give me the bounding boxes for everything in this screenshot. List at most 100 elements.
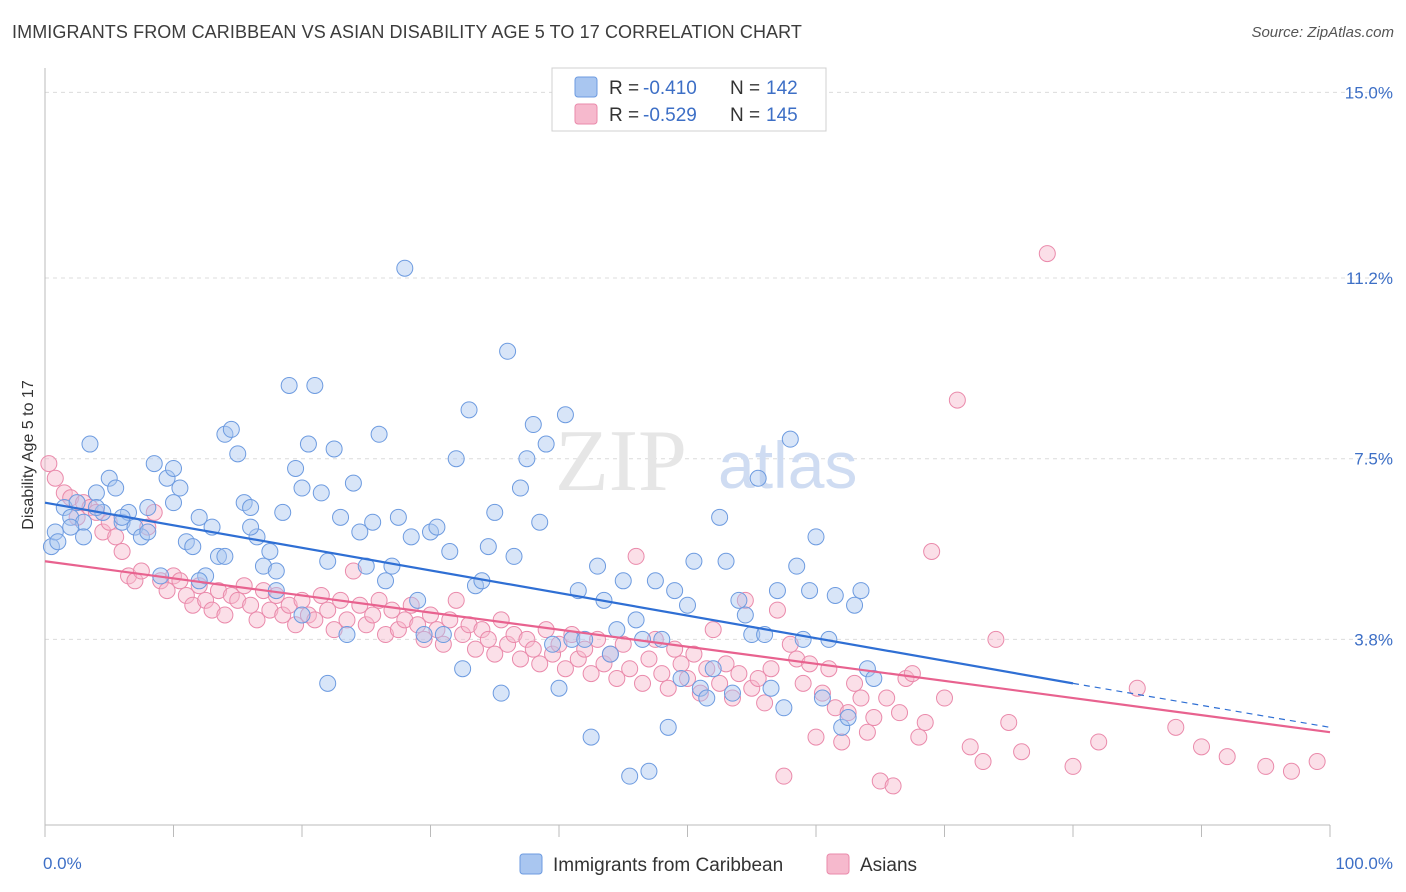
asians-point [634, 674, 652, 692]
caribbean-point [762, 679, 780, 697]
asians-point [319, 601, 337, 619]
caribbean-point [145, 455, 163, 473]
asians-point [1128, 679, 1146, 697]
caribbean-point [518, 450, 536, 468]
asians-point [865, 709, 883, 727]
asians-point [768, 601, 786, 619]
asians-point [377, 626, 395, 644]
asians-trend-line [44, 560, 1331, 734]
asians-point [479, 630, 497, 648]
caribbean-point [364, 513, 382, 531]
caribbean-point [833, 718, 851, 736]
asians-point [807, 728, 825, 746]
caribbean-point [589, 557, 607, 575]
caribbean-point [511, 479, 529, 497]
caribbean-point [704, 660, 722, 678]
caribbean-point [428, 518, 446, 536]
asians-point [833, 733, 851, 751]
caribbean-point [293, 606, 311, 624]
caribbean-point [813, 689, 831, 707]
caribbean-point [679, 596, 696, 614]
caribbean-point [62, 518, 80, 536]
caribbean-point [332, 508, 350, 526]
caribbean-point [524, 416, 542, 434]
asians-point [325, 621, 343, 639]
asians-point [1257, 757, 1275, 775]
caribbean-point [768, 582, 786, 600]
asians-point [235, 577, 253, 595]
caribbean-point [287, 459, 305, 477]
caribbean-point [184, 538, 202, 556]
asians-point [679, 669, 696, 687]
asians-point [756, 694, 774, 712]
asians-point [544, 645, 562, 663]
asians-point [344, 562, 362, 580]
gridlines [45, 91, 1390, 640]
caribbean-point [608, 621, 626, 639]
y-tick-labels: 3.8% 7.5% 11.2% 15.0% [1345, 83, 1393, 649]
asians-point [846, 674, 864, 692]
asians-point [743, 679, 761, 697]
asians-point [653, 665, 671, 683]
legend-r-label-pink: R = [609, 105, 639, 126]
caribbean-point [254, 557, 272, 575]
asians-point [132, 562, 150, 580]
caribbean-point [711, 508, 729, 526]
asians-point [511, 650, 529, 668]
asians-point [614, 635, 632, 653]
asians-point [306, 611, 324, 629]
asians-point [46, 469, 64, 487]
caribbean-point [666, 582, 684, 600]
asians-point [280, 596, 298, 614]
caribbean-point [242, 518, 260, 536]
asians-point [781, 635, 799, 653]
asians-point [878, 689, 896, 707]
caribbean-point [344, 474, 362, 492]
caribbean-point [544, 635, 562, 653]
caribbean-point [479, 538, 497, 556]
asians-point [1282, 762, 1300, 780]
asians-point [139, 518, 157, 536]
asians-point [531, 655, 549, 673]
asians-point [936, 689, 953, 707]
stats-legend: R = -0.410 N = 142 R = -0.529 N = 145 [551, 67, 827, 132]
watermark-atlas: atlas [718, 428, 857, 502]
caribbean-point [640, 762, 658, 780]
asians-point [113, 543, 131, 561]
caribbean-point [576, 630, 594, 648]
caribbean-point [807, 528, 825, 546]
asians-point [274, 606, 292, 624]
caribbean-point [434, 626, 452, 644]
asians-point [492, 611, 510, 629]
asians-point [903, 665, 921, 683]
y-tick-label: 3.8% [1354, 630, 1393, 649]
caribbean-point [788, 557, 806, 575]
caribbean-point [75, 528, 93, 546]
caribbean-point [274, 503, 292, 521]
caribbean-point [749, 469, 767, 487]
caribbean-point [556, 406, 574, 424]
asians-point [569, 650, 587, 668]
asians-point [839, 704, 857, 722]
caribbean-point [222, 420, 240, 438]
asians-point [486, 645, 504, 663]
asians-point [794, 674, 812, 692]
caribbean-point [441, 543, 459, 561]
caribbean-point [351, 523, 369, 541]
asians-point [923, 543, 941, 561]
asians-point [704, 621, 722, 639]
caribbean-point [75, 513, 93, 531]
caribbean-point [685, 552, 703, 570]
asians-point [248, 611, 266, 629]
x-tick-labels: 0.0% 100.0% [43, 854, 1393, 873]
caribbean-point [569, 582, 587, 600]
asians-point [312, 586, 330, 604]
asians-point [242, 596, 260, 614]
caribbean-point [717, 552, 735, 570]
bottom-legend-swatch-blue [519, 853, 543, 875]
caribbean-point [505, 547, 523, 565]
asians-point [1013, 743, 1031, 761]
asians-points [40, 245, 1326, 795]
caribbean-point [659, 718, 677, 736]
caribbean-point [454, 660, 472, 678]
